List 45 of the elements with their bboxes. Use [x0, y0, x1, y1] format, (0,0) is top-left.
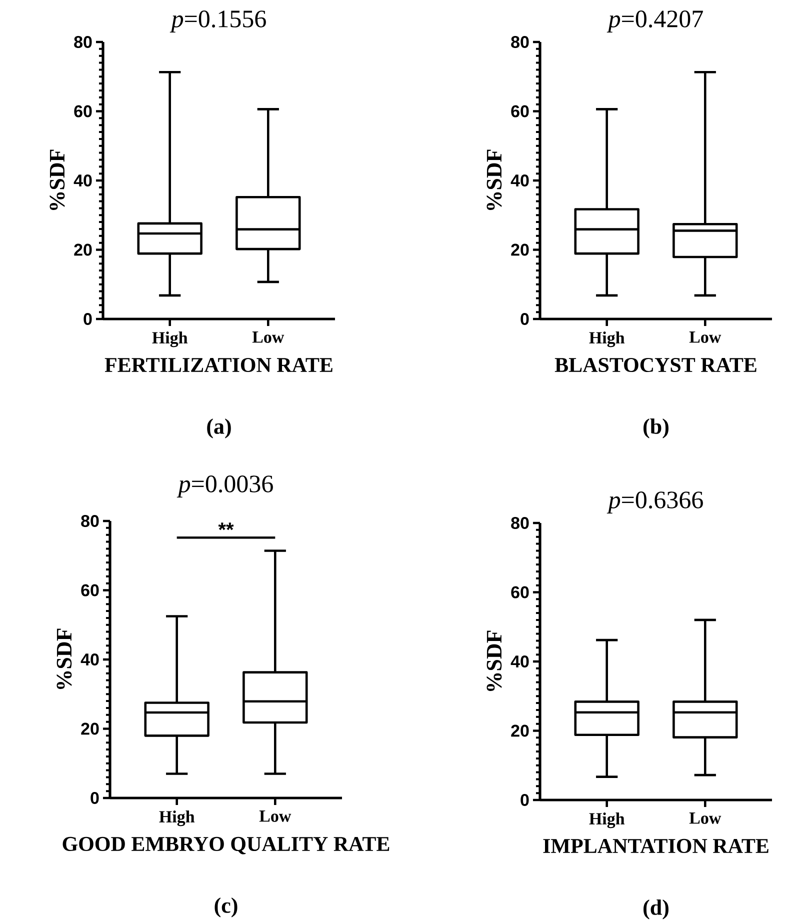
- text: (a): [207, 418, 231, 438]
- annotation: **: [218, 522, 234, 530]
- y-tick-label: 80: [511, 36, 529, 48]
- x-tick-label: Low: [259, 810, 292, 822]
- y-tick-label: 80: [511, 516, 529, 530]
- y-axis-title: %SDF: [56, 628, 72, 690]
- y-tick-label: 40: [510, 655, 529, 668]
- y-tick-label: 0: [520, 794, 529, 806]
- x-tick-label: High: [589, 332, 625, 348]
- x-tick-label: High: [152, 332, 188, 348]
- x-axis-title: IMPLANTATION RATE: [543, 838, 768, 854]
- y-axis-title: %SDF: [486, 150, 502, 210]
- y-axis-title: %SDF: [486, 630, 502, 692]
- y-tick-label: 40: [74, 174, 92, 187]
- x-tick-label: High: [159, 810, 195, 826]
- y-tick-label: 60: [74, 105, 92, 118]
- y-tick-label: 40: [510, 174, 529, 187]
- chart-title: p=0.6366: [606, 492, 703, 514]
- text: (c): [214, 897, 238, 918]
- y-tick-label: 0: [90, 792, 99, 804]
- x-tick-label: Low: [252, 332, 284, 343]
- y-tick-label: 80: [81, 514, 99, 528]
- y-tick-label: 60: [511, 586, 529, 598]
- text: (d): [644, 899, 668, 920]
- y-tick-label: 20: [74, 244, 92, 256]
- y-tick-label: 20: [511, 724, 529, 737]
- x-axis-title: FERTILIZATION RATE: [104, 358, 332, 372]
- y-tick-label: 20: [81, 722, 99, 735]
- x-axis-title: BLASTOCYST RATE: [554, 358, 756, 372]
- chart-title: p=0.0036: [176, 476, 273, 498]
- chart-title: p=0.1556: [170, 10, 266, 32]
- y-tick-label: 80: [74, 36, 92, 48]
- text: (b): [644, 418, 668, 438]
- x-axis-title: GOOD EMBRYO QUALITY RATE: [62, 836, 390, 854]
- chart-title: p=0.4207: [606, 10, 703, 32]
- x-tick-label: Low: [689, 332, 722, 343]
- y-axis-title: %SDF: [50, 150, 65, 210]
- y-tick-label: 60: [81, 584, 99, 596]
- x-tick-label: High: [589, 812, 625, 828]
- y-tick-label: 40: [80, 653, 99, 666]
- x-tick-label: Low: [689, 812, 722, 824]
- y-tick-label: 60: [511, 105, 529, 118]
- y-tick-label: 20: [511, 244, 529, 256]
- y-tick-label: 0: [520, 312, 529, 326]
- y-tick-label: 0: [84, 312, 92, 326]
